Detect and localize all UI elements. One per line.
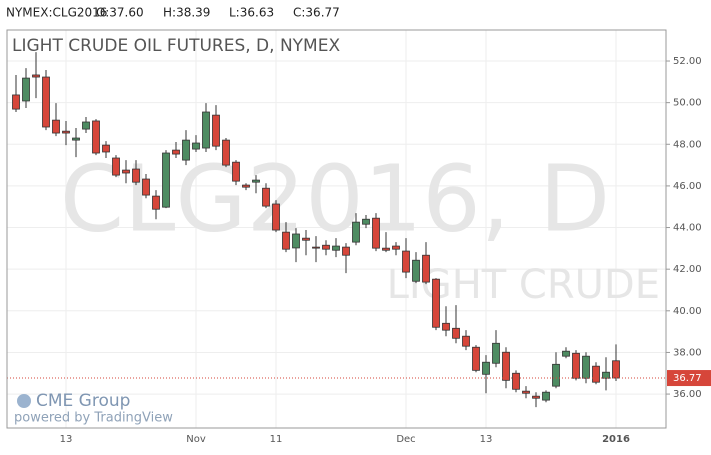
candle-body — [102, 144, 110, 153]
candle-body — [532, 395, 540, 399]
candle-body — [602, 371, 610, 379]
header-symbol: NYMEX:CLG2016 — [6, 6, 107, 20]
last-price-box — [667, 370, 711, 387]
candle-body — [552, 363, 560, 387]
header-high: H:38.39 — [163, 6, 210, 20]
header-close: C:36.77 — [293, 6, 340, 20]
candle-body — [472, 346, 480, 371]
candle-body — [422, 254, 430, 283]
candle-body — [152, 195, 160, 210]
candle-body — [412, 259, 420, 282]
watermark: CLG2016, D — [60, 145, 610, 252]
plot-area — [7, 30, 670, 428]
candle-body — [82, 121, 90, 130]
candle-body — [252, 179, 260, 183]
x-tick-label: 13 — [480, 434, 493, 445]
last-price-label: 36.77 — [673, 373, 702, 384]
y-tick-label: 50.00 — [673, 98, 702, 109]
candle-body — [582, 355, 590, 379]
candle-body — [572, 352, 580, 379]
candle-body — [432, 278, 440, 328]
candle-body — [392, 245, 400, 250]
candle-body — [442, 322, 450, 331]
candle-body — [502, 351, 510, 381]
candle-body — [52, 119, 60, 134]
candles — [7, 52, 666, 408]
candle-body — [262, 187, 270, 207]
candle-body — [172, 149, 180, 155]
y-tick-label: 36.00 — [673, 389, 702, 400]
candle-body — [222, 139, 230, 166]
candle-body — [242, 184, 250, 188]
candle-body — [122, 169, 130, 174]
candle-body — [282, 231, 290, 250]
y-tick-label: 52.00 — [673, 56, 702, 67]
candle-body — [542, 391, 550, 401]
x-tick-label: 11 — [270, 434, 283, 445]
candle-body — [322, 244, 330, 250]
x-tick-label: 13 — [60, 434, 73, 445]
candle-body — [162, 152, 170, 208]
candle-body — [72, 137, 80, 141]
candle-body — [452, 327, 460, 339]
y-tick-label: 48.00 — [673, 139, 702, 150]
candle-body — [192, 142, 200, 150]
candle-body — [352, 221, 360, 243]
candle-body — [182, 139, 190, 161]
header-low: L:36.63 — [229, 6, 274, 20]
candle-body — [32, 74, 40, 78]
x-tick-label: 2016 — [602, 434, 630, 445]
y-tick-label: 42.00 — [673, 264, 702, 275]
y-tick-label: 40.00 — [673, 306, 702, 317]
candle-body — [12, 94, 20, 110]
candle-body — [42, 76, 50, 128]
candle-body — [202, 111, 210, 149]
candle-body — [292, 233, 300, 249]
candle-body — [382, 247, 390, 251]
candle-body — [592, 365, 600, 383]
candle-body — [372, 217, 380, 249]
candle-body — [492, 342, 500, 364]
candle-body — [272, 203, 280, 231]
candle-body — [522, 390, 530, 394]
candle-body — [612, 360, 620, 379]
candle-body — [332, 245, 340, 251]
y-tick-label: 46.00 — [673, 181, 702, 192]
candle-body — [142, 178, 150, 196]
candle-body — [92, 120, 100, 154]
credit: powered by TradingView — [14, 411, 173, 426]
candle-body — [62, 130, 70, 134]
plot-frame — [6, 29, 667, 429]
candle-body — [562, 350, 570, 357]
y-tick-label: 44.00 — [673, 223, 702, 234]
candle-body — [212, 114, 220, 147]
chart-title: LIGHT CRUDE OIL FUTURES, D, NYMEX — [12, 36, 340, 56]
logo-icon — [17, 394, 31, 408]
candle-body — [302, 237, 310, 241]
header-open: O:37.60 — [96, 6, 144, 20]
x-tick-label: Dec — [396, 434, 415, 445]
y-tick-label: 38.00 — [673, 347, 702, 358]
candle-body — [22, 77, 30, 102]
candle-body — [512, 372, 520, 390]
logo: CME Group — [36, 391, 130, 411]
candle-body — [132, 168, 140, 183]
candle-body — [232, 161, 240, 182]
candle-body — [312, 246, 320, 249]
candle-body — [462, 335, 470, 347]
candle-body — [112, 157, 120, 176]
candle-body — [482, 361, 490, 375]
candle-body — [402, 250, 410, 273]
candle-body — [362, 218, 370, 225]
x-tick-label: Nov — [186, 434, 206, 445]
candle-body — [342, 246, 350, 256]
